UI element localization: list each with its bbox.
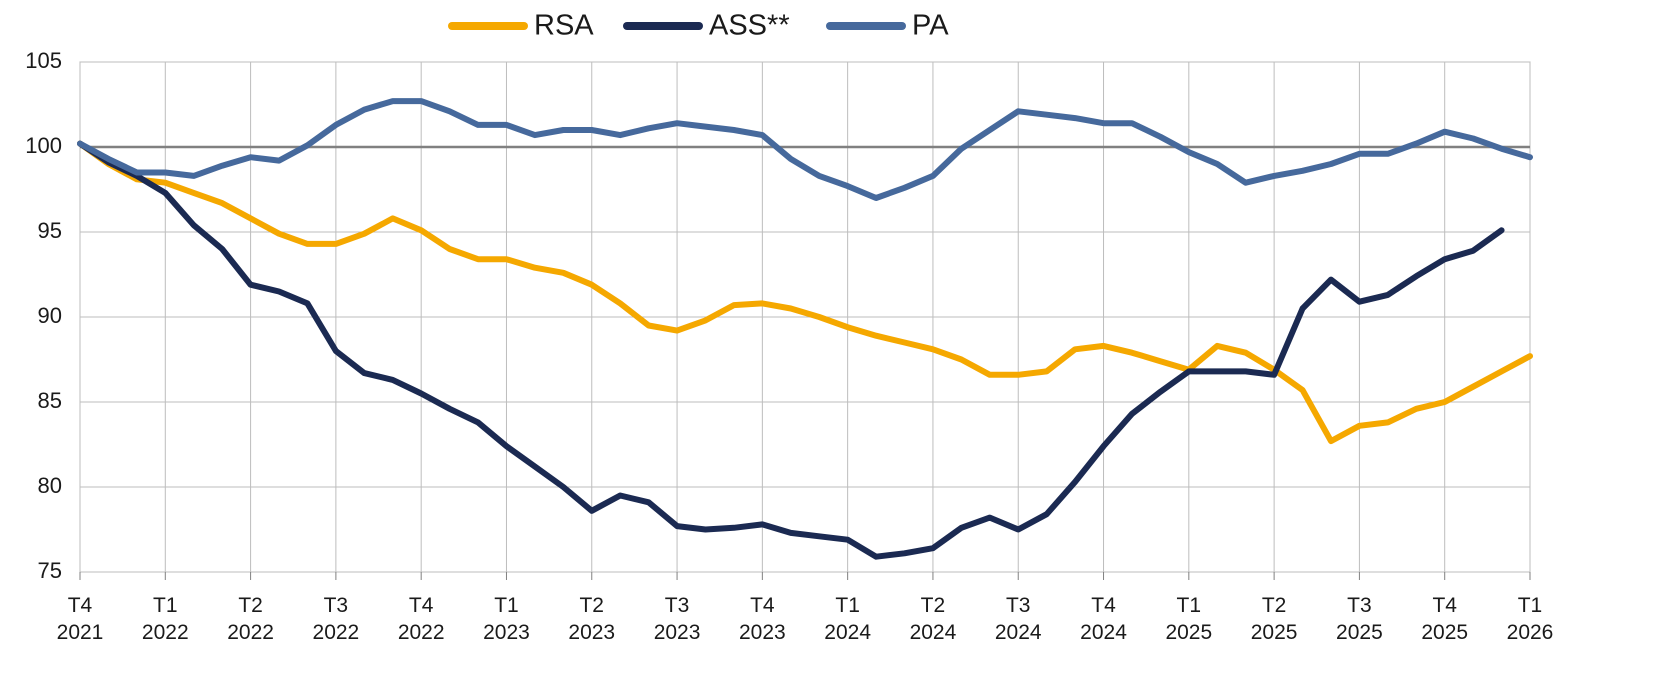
legend-label: ASS** [709, 10, 790, 42]
series-line [77, 140, 1505, 560]
x-tick-label: T4 2023 [738, 594, 786, 644]
x-tick-label: T3 2022 [312, 594, 360, 644]
y-tick-label: 95 [38, 218, 62, 243]
legend-label: RSA [534, 10, 594, 42]
x-tick-label: T3 2023 [653, 594, 701, 644]
x-tick-label: T4 2021 [56, 594, 104, 644]
y-tick-label: 100 [25, 133, 62, 158]
y-tick-label: 105 [25, 48, 62, 73]
x-tick-label: T3 2024 [994, 594, 1042, 644]
x-tick-label: T2 2022 [227, 594, 274, 644]
y-tick-label: 90 [38, 303, 62, 328]
y-tick-label: 85 [38, 388, 62, 413]
x-tick-label: T2 2023 [568, 594, 616, 644]
x-tick-label: T4 2022 [397, 594, 445, 644]
x-tick-label: T1 2026 [1506, 594, 1554, 644]
series-line [77, 98, 1533, 201]
x-tick-label: T1 2022 [141, 594, 189, 644]
legend-label: PA [912, 10, 949, 42]
y-tick-label: 75 [38, 558, 62, 583]
x-tick-label: T1 2024 [824, 594, 871, 644]
x-tick-label: T1 2023 [483, 594, 530, 644]
x-tick-label: T1 2025 [1165, 594, 1213, 644]
x-tick-label: T3 2025 [1336, 594, 1383, 644]
y-tick-label: 80 [38, 473, 62, 498]
series-line [77, 140, 1533, 445]
x-tick-label: T4 2024 [1080, 594, 1127, 644]
x-tick-label: T2 2025 [1250, 594, 1298, 644]
x-tick-label: T2 2024 [909, 594, 957, 644]
x-tick-label: T4 2025 [1421, 594, 1469, 644]
